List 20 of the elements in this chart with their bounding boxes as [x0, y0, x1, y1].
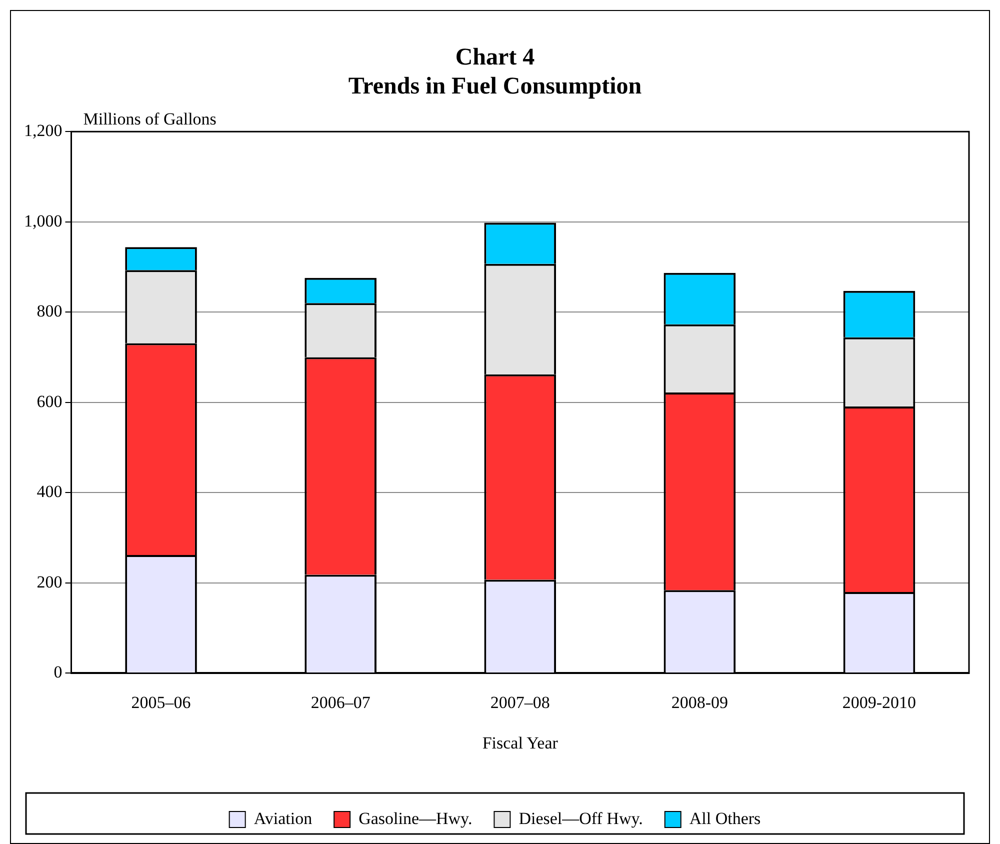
- x-tick-label: 2007–08: [490, 692, 550, 712]
- legend-label: All Others: [689, 808, 761, 828]
- x-tick-label: 2005–06: [131, 692, 191, 712]
- legend-label: Aviation: [254, 808, 313, 828]
- chart-subtitle: Trends in Fuel Consumption: [348, 73, 642, 100]
- x-tick-label: 2008-09: [671, 692, 728, 712]
- x-tick-label: 2009-2010: [842, 692, 916, 712]
- x-axis-title: Fiscal Year: [482, 733, 558, 752]
- y-tick-label: 1,200: [24, 121, 62, 140]
- y-tick-label: 1,000: [24, 211, 62, 230]
- x-tick-label: 2006–07: [310, 692, 371, 712]
- y-tick-label: 800: [36, 302, 62, 321]
- legend-label: Diesel—Off Hwy.: [518, 808, 643, 828]
- y-tick-label: 400: [36, 482, 62, 502]
- y-axis-title: Millions of Gallons: [83, 110, 216, 129]
- y-tick-label: 0: [54, 662, 62, 682]
- y-tick-label: 600: [36, 392, 62, 411]
- y-tick-label: 200: [36, 572, 62, 592]
- chart-title: Chart 4: [455, 44, 535, 71]
- legend-label: Gasoline—Hwy.: [358, 808, 472, 828]
